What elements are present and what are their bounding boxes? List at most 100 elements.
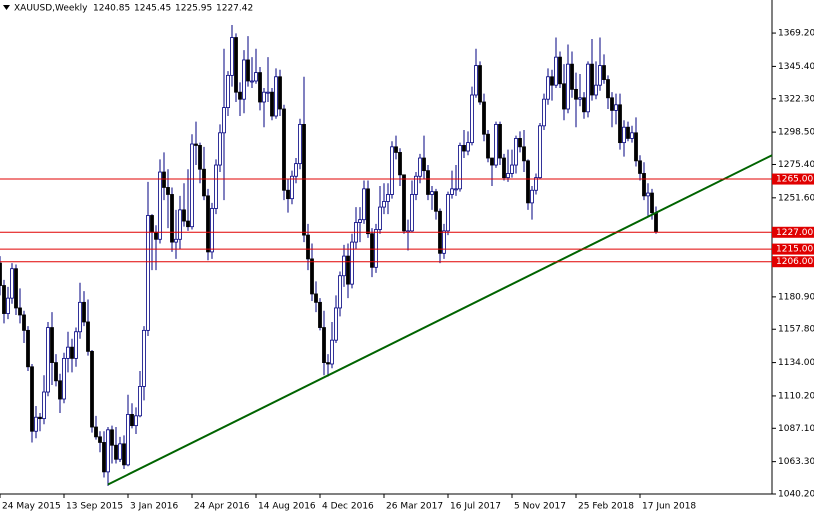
- candle-body: [634, 132, 638, 162]
- candle-body: [498, 124, 502, 159]
- y-tick-label: 1134.00: [778, 358, 814, 368]
- candle-body: [422, 157, 426, 172]
- candle-body: [270, 91, 274, 117]
- y-tick-label: 1063.30: [778, 457, 814, 467]
- level-label: 1227.00: [776, 228, 813, 238]
- candle-body: [198, 145, 202, 170]
- candle-body: [238, 91, 242, 100]
- candle-body: [642, 173, 646, 197]
- x-tick-label: 17 Jun 2018: [642, 502, 696, 512]
- candle-body: [322, 327, 326, 363]
- candle-body: [342, 255, 346, 277]
- candle-body: [154, 231, 158, 240]
- candle-body: [266, 91, 270, 94]
- level-label: 1206.00: [776, 257, 813, 267]
- candle-body: [590, 63, 594, 96]
- candle-body: [94, 426, 98, 438]
- candle-body: [338, 275, 342, 309]
- candle-body: [138, 386, 142, 417]
- candle-body: [318, 301, 322, 328]
- candle-body: [434, 191, 438, 212]
- candle-body: [190, 143, 194, 228]
- candle-body: [578, 97, 582, 100]
- candle-body: [174, 238, 178, 243]
- candle-body: [230, 37, 234, 76]
- candle-body: [598, 65, 602, 86]
- candle-body: [110, 429, 114, 446]
- candle-body: [274, 76, 278, 117]
- candle-body: [386, 194, 390, 202]
- candle-body: [62, 357, 66, 400]
- candle-body: [130, 414, 134, 427]
- candle-body: [2, 285, 6, 314]
- candle-body: [494, 124, 498, 166]
- candle-body: [518, 138, 522, 148]
- candle-body: [66, 346, 70, 359]
- candle-body: [0, 262, 2, 286]
- candle-body: [14, 268, 18, 309]
- candle-body: [398, 152, 402, 176]
- candle-body: [166, 187, 170, 195]
- candle-body: [326, 362, 330, 365]
- candle-body: [226, 74, 230, 108]
- candle-body: [622, 126, 626, 144]
- candle-body: [78, 301, 82, 333]
- candle-body: [586, 63, 590, 113]
- candle-body: [98, 436, 102, 443]
- candle-body: [86, 321, 90, 352]
- candle-body: [610, 97, 614, 111]
- candle-body: [250, 80, 254, 83]
- candle-body: [446, 194, 450, 232]
- candle-body: [210, 208, 214, 253]
- candle-body: [306, 234, 310, 260]
- candle-body: [626, 126, 630, 139]
- candle-body: [574, 88, 578, 100]
- candle-body: [482, 101, 486, 135]
- candle-body: [606, 79, 610, 99]
- candle-body: [18, 307, 22, 316]
- candle-body: [106, 429, 110, 473]
- candle-body: [366, 188, 370, 235]
- candle-body: [466, 142, 470, 152]
- candle-body: [362, 188, 366, 221]
- candle-body: [258, 72, 262, 103]
- candle-body: [302, 124, 306, 236]
- header-high: 1245.45: [134, 4, 171, 14]
- candle-body: [474, 65, 478, 96]
- candle-body: [346, 255, 350, 285]
- level-label: 1215.00: [776, 245, 813, 255]
- candle-body: [358, 219, 362, 223]
- candle-body: [290, 175, 294, 200]
- trend-line: [107, 154, 773, 486]
- candle-body: [410, 194, 414, 232]
- candle-body: [134, 415, 138, 427]
- candle-body: [246, 59, 250, 82]
- candle-body: [122, 443, 126, 466]
- candle-body: [314, 293, 318, 303]
- candle-body: [114, 444, 118, 460]
- y-tick-label: 1345.40: [778, 62, 814, 72]
- candle-body: [214, 164, 218, 209]
- candle-body: [566, 63, 570, 110]
- level-label-box: [772, 256, 814, 268]
- candle-body: [90, 350, 94, 428]
- candle-body: [194, 143, 198, 146]
- candle-body: [58, 380, 62, 400]
- candle-body: [158, 171, 162, 240]
- candle-body: [406, 230, 410, 233]
- candle-body: [402, 174, 406, 232]
- candle-body: [506, 173, 510, 179]
- candle-body: [558, 56, 562, 85]
- x-tick-label: 13 Sep 2015: [66, 502, 123, 512]
- candle-body: [546, 76, 550, 100]
- candle-body: [202, 168, 206, 197]
- candle-body: [526, 160, 530, 204]
- candle-body: [478, 65, 482, 103]
- candle-body: [470, 94, 474, 144]
- candle-body: [650, 192, 654, 214]
- candle-body: [570, 63, 574, 90]
- candle-body: [538, 125, 542, 179]
- candle-body: [418, 157, 422, 177]
- candle-body: [6, 297, 10, 314]
